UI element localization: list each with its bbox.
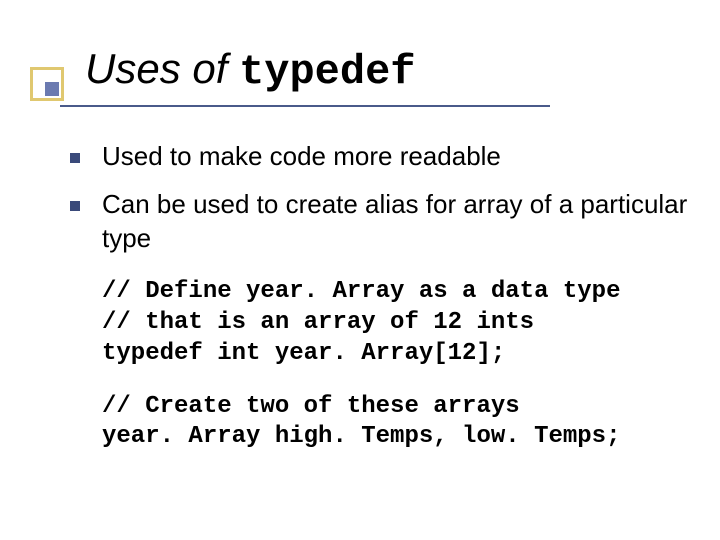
code-line: // Define year. Array as a data type xyxy=(102,277,690,308)
title-prefix: Uses of xyxy=(85,45,239,92)
code-line: year. Array high. Temps, low. Temps; xyxy=(102,422,690,453)
bullet-square-icon xyxy=(70,153,80,163)
code-line: typedef int year. Array[12]; xyxy=(102,339,690,370)
code-line: // that is an array of 12 ints xyxy=(102,308,690,339)
bullet-square-icon xyxy=(70,201,80,211)
code-block: // Define year. Array as a data type // … xyxy=(102,277,690,453)
bullet-text: Used to make code more readable xyxy=(102,140,501,174)
title-decor-outer-square xyxy=(30,67,64,101)
code-line: // Create two of these arrays xyxy=(102,392,690,423)
title-decor-inner-square xyxy=(45,82,59,96)
title-code-word: typedef xyxy=(239,48,415,96)
bullet-text: Can be used to create alias for array of… xyxy=(102,188,690,256)
bullet-item: Used to make code more readable xyxy=(70,140,690,174)
title-underline xyxy=(60,105,550,107)
slide-title: Uses of typedef xyxy=(85,45,416,96)
content-area: Used to make code more readable Can be u… xyxy=(70,140,690,453)
bullet-item: Can be used to create alias for array of… xyxy=(70,188,690,256)
